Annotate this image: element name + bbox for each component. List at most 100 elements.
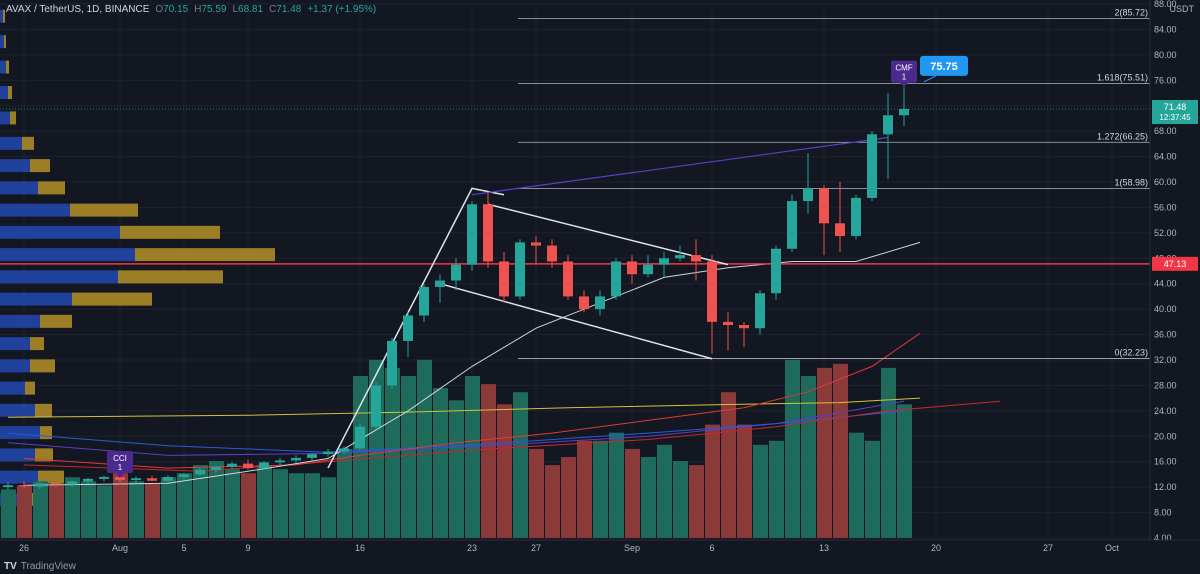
candle-body [883,115,893,135]
candle [195,468,205,476]
time-tick-label: Oct [1105,543,1120,553]
volume-bar [785,359,800,538]
candle-body [435,280,445,287]
flag-upper-line [487,203,729,266]
volume-bar [49,485,64,538]
candle-body [131,478,141,481]
volume-bars [1,359,912,538]
candle-body [83,478,93,482]
price-tick-label: 84.00 [1154,24,1177,34]
candle [739,321,749,348]
candle-body [275,460,285,463]
fib-level-label: 1.272(66.25) [1097,131,1148,141]
target-label: 75.75 [930,61,958,73]
time-tick-label: Sep [624,543,640,553]
volume-bar [497,404,512,538]
candle [67,480,77,488]
price-tick-label: 32.00 [1154,355,1177,365]
candle [355,423,365,451]
support-price-label: 47.13 [1164,259,1187,269]
target-badge [920,55,968,76]
marker-sub: 1 [902,73,907,82]
candle-body [851,197,861,237]
ma-red-line [23,332,921,469]
symbol-title[interactable]: AVAX / TetherUS, 1D, BINANCE [6,4,150,15]
price-change: +1.37 (+1.95%) [307,4,377,15]
volume-bar [353,376,368,538]
volume-bar [33,481,48,538]
candle-body [307,454,317,458]
volume-bar [721,392,736,538]
volume-bar [129,481,144,538]
volume-profile-bar-down [10,111,16,125]
candle [691,239,701,281]
price-tick-label: 44.00 [1154,279,1177,289]
candle-body [451,264,461,281]
candle [83,477,93,484]
price-tick-label: 56.00 [1154,202,1177,212]
volume-profile-bar-down [135,248,275,262]
volume-bar [865,440,880,538]
candle-body [803,188,813,202]
ohlc-o-value: 70.15 [163,4,189,15]
candle-body [579,296,589,310]
candles [3,82,909,490]
ohlc-l-value: 68.81 [238,4,264,15]
candle [371,382,381,430]
candle-body [867,134,877,198]
candle-countdown-label: 12:37:45 [1159,113,1191,122]
candle [707,255,717,354]
candle [403,312,413,357]
volume-bar [705,424,720,538]
candle [611,258,621,300]
volume-profile-bar-down [40,314,72,328]
volume-bar [449,400,464,538]
price-tick-label: 64.00 [1154,152,1177,162]
candle [483,191,493,268]
candle-body [227,463,237,467]
price-tick-label: 80.00 [1154,50,1177,60]
volume-profile-bar-up [0,60,6,74]
volume-profile-bar-down [72,292,152,306]
candle-body [691,255,701,262]
volume-profile-bar-down [25,381,35,395]
volume-bar [145,482,160,538]
volume-bar [289,473,304,538]
volume-bar [433,388,448,538]
volume-profile-bar-down [30,159,50,173]
marker-label: CCI [113,454,127,463]
candle-body [547,245,557,262]
price-tick-label: 8.00 [1154,508,1172,518]
candle [211,465,221,473]
volume-bar [385,367,400,538]
candle [339,446,349,455]
price-tick-label: 4.00 [1154,533,1172,543]
volume-bar [609,432,624,538]
candle-body [835,223,845,237]
volume-profile-bar-up [0,248,135,262]
candle [867,131,877,202]
volume-profile-bar-down [38,181,65,195]
volume-bar [577,440,592,538]
tradingview-brand[interactable]: TV TradingView [4,561,76,572]
volume-profile-bar-up [0,225,120,239]
price-tick-label: 16.00 [1154,457,1177,467]
volume-bar [97,485,112,538]
candle [147,475,157,482]
time-tick-label: 26 [19,543,29,553]
candle [643,255,653,278]
candle [227,461,237,469]
volume-profile-bar-up [0,111,10,125]
price-tick-label: 40.00 [1154,304,1177,314]
volume-profile-bar-down [22,136,34,150]
candle [515,239,525,300]
candle [243,459,253,470]
volume-bar [177,473,192,538]
volume-bar [161,477,176,538]
volume-profile-bar-down [118,270,223,284]
candle-body [403,315,413,341]
candle [675,245,685,262]
candle-body [467,204,477,265]
